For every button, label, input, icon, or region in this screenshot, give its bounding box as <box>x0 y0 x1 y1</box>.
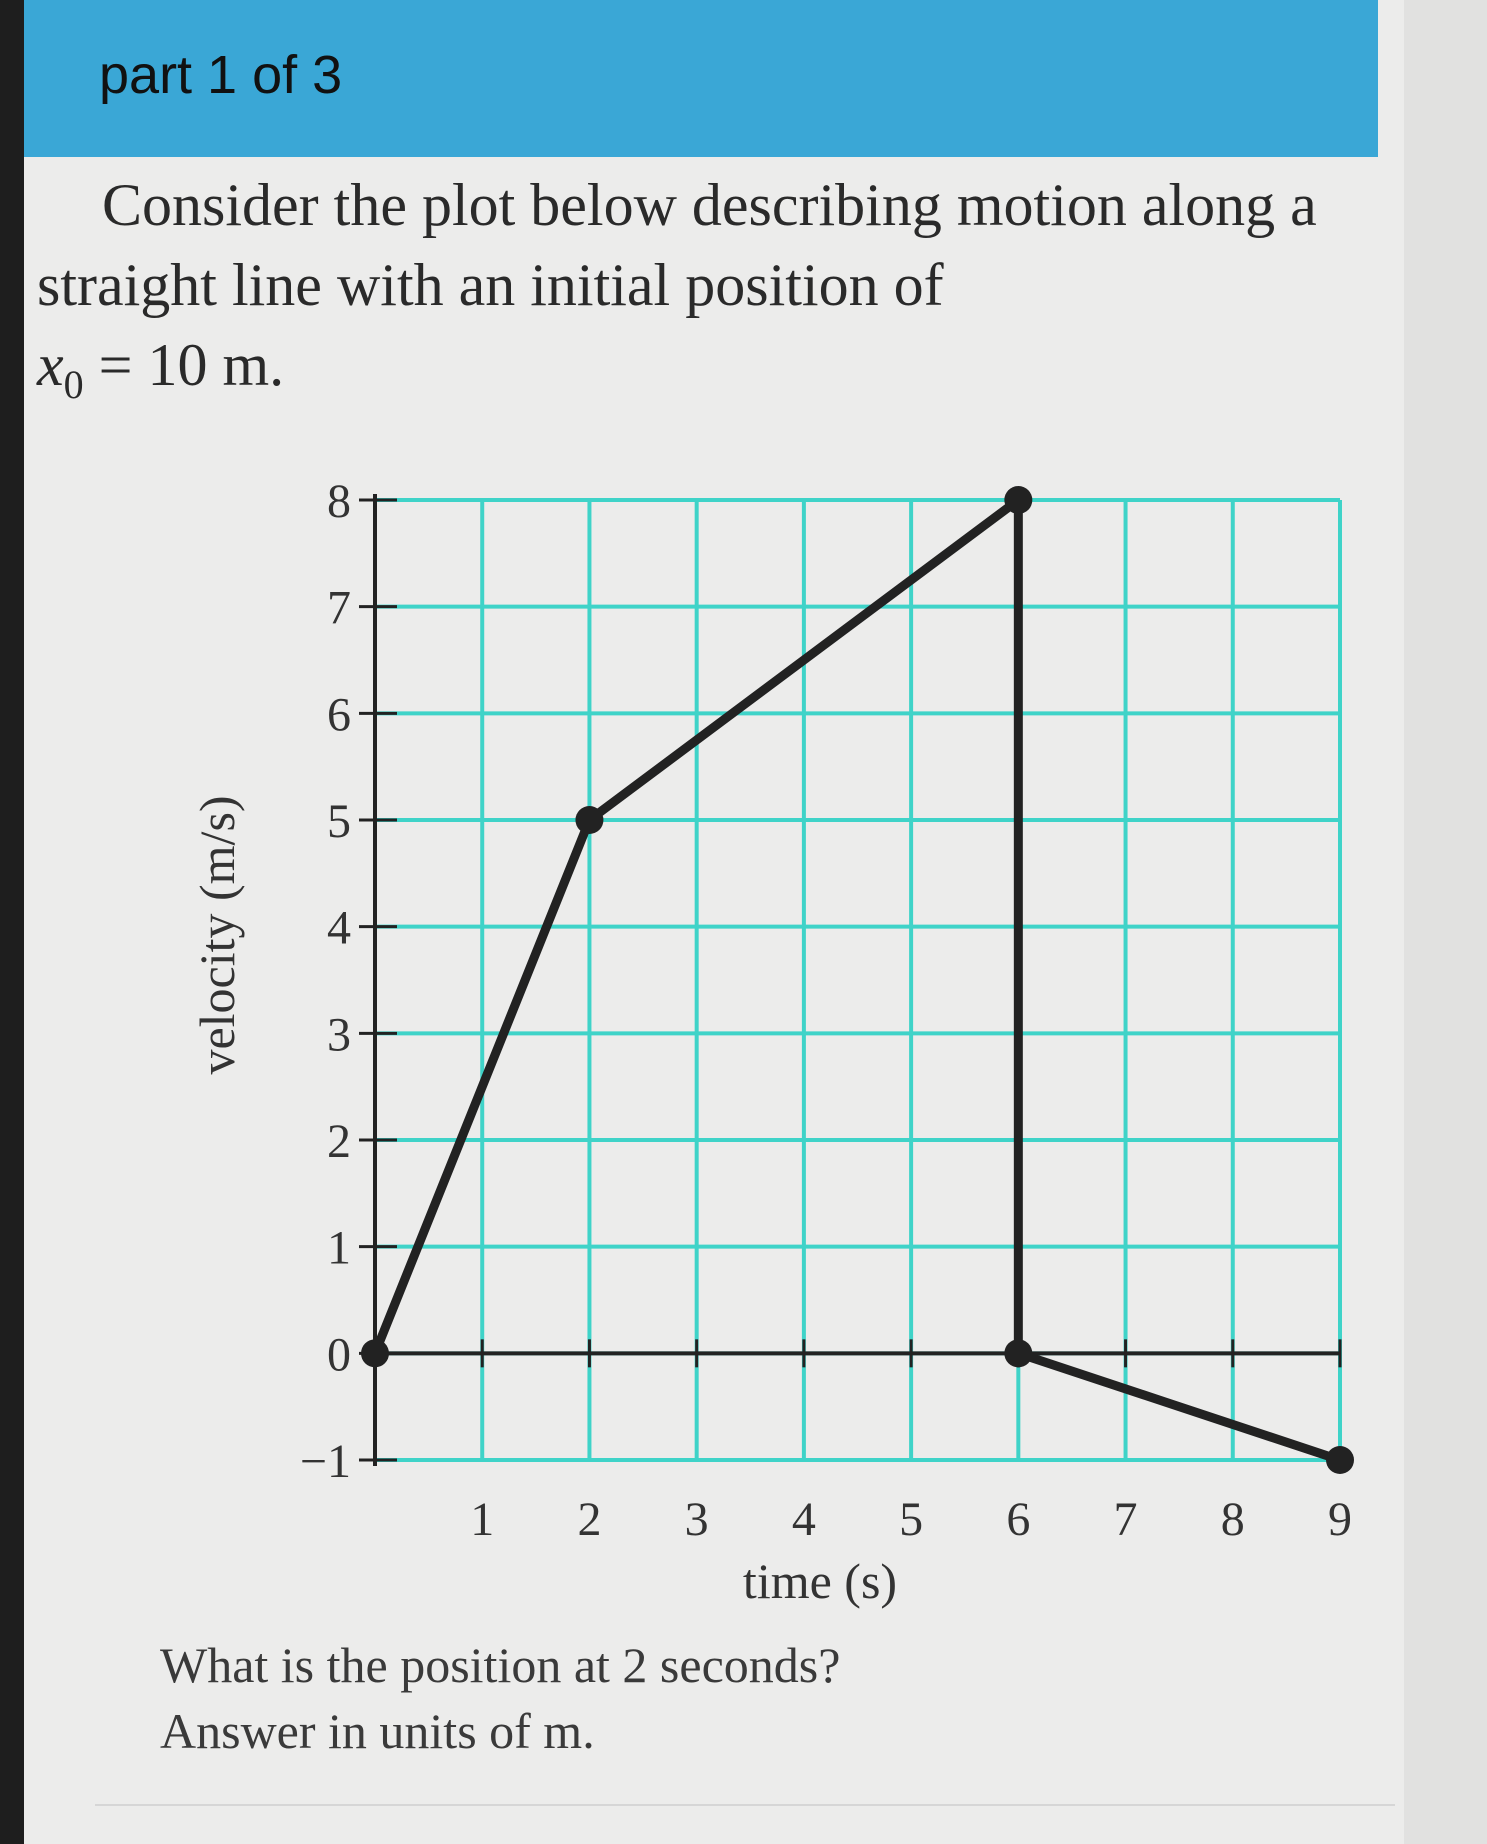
part-header <box>24 0 1378 157</box>
axes <box>373 494 1340 1466</box>
x-tick-label: 5 <box>899 1493 923 1546</box>
grid-lines <box>373 498 1342 1462</box>
x-tick-label: 9 <box>1328 1493 1352 1546</box>
part-label: part 1 of 3 <box>99 45 343 105</box>
y-tick-label: 1 <box>327 1222 351 1275</box>
data-point <box>1004 1339 1033 1368</box>
x-tick-label: 3 <box>685 1493 709 1546</box>
x-tick-label: 2 <box>577 1493 601 1546</box>
y-tick-label: −1 <box>300 1435 351 1488</box>
y-tick-label: 0 <box>327 1328 351 1381</box>
y-tick-label: 8 <box>327 475 351 528</box>
y-tick-label: 6 <box>327 688 351 741</box>
question-prompt: What is the position at 2 seconds? <box>160 1637 841 1693</box>
y-tick-label: 2 <box>327 1115 351 1168</box>
tick-marks <box>359 498 1342 1462</box>
side-margin <box>1404 0 1487 1844</box>
data-point <box>361 1339 389 1368</box>
x-tick-label: 8 <box>1221 1493 1245 1546</box>
data-point <box>1004 486 1033 514</box>
y-tick-label: 4 <box>327 902 351 955</box>
velocity-line <box>370 495 1345 1465</box>
divider <box>95 1804 1395 1806</box>
question-text: Consider the plot below describing motio… <box>37 165 1367 425</box>
x-axis-label: time (s) <box>743 1553 897 1609</box>
answer-units: Answer in units of m. <box>160 1703 595 1759</box>
x-tick-label: 1 <box>470 1493 494 1546</box>
x-tick-label: 6 <box>1006 1493 1030 1546</box>
content-panel <box>24 0 1404 1844</box>
x-tick-label: 4 <box>792 1493 816 1546</box>
math-variable: x0 <box>37 332 84 407</box>
math-value: = 10 m. <box>83 332 285 398</box>
y-tick-label: 7 <box>327 582 351 635</box>
y-tick-label: 3 <box>327 1008 351 1061</box>
y-tick-label: 5 <box>327 795 351 848</box>
y-axis-label: velocity (m/s) <box>189 795 245 1074</box>
data-point <box>575 806 604 834</box>
data-point <box>1326 1446 1354 1474</box>
tick-labels: −1 0 1 2 3 4 5 6 7 8 1 2 3 4 5 6 7 8 9 <box>300 475 1352 1546</box>
data-series <box>361 486 1354 1474</box>
question-body: Consider the plot below describing motio… <box>37 172 1317 318</box>
x-tick-label: 7 <box>1114 1493 1138 1546</box>
